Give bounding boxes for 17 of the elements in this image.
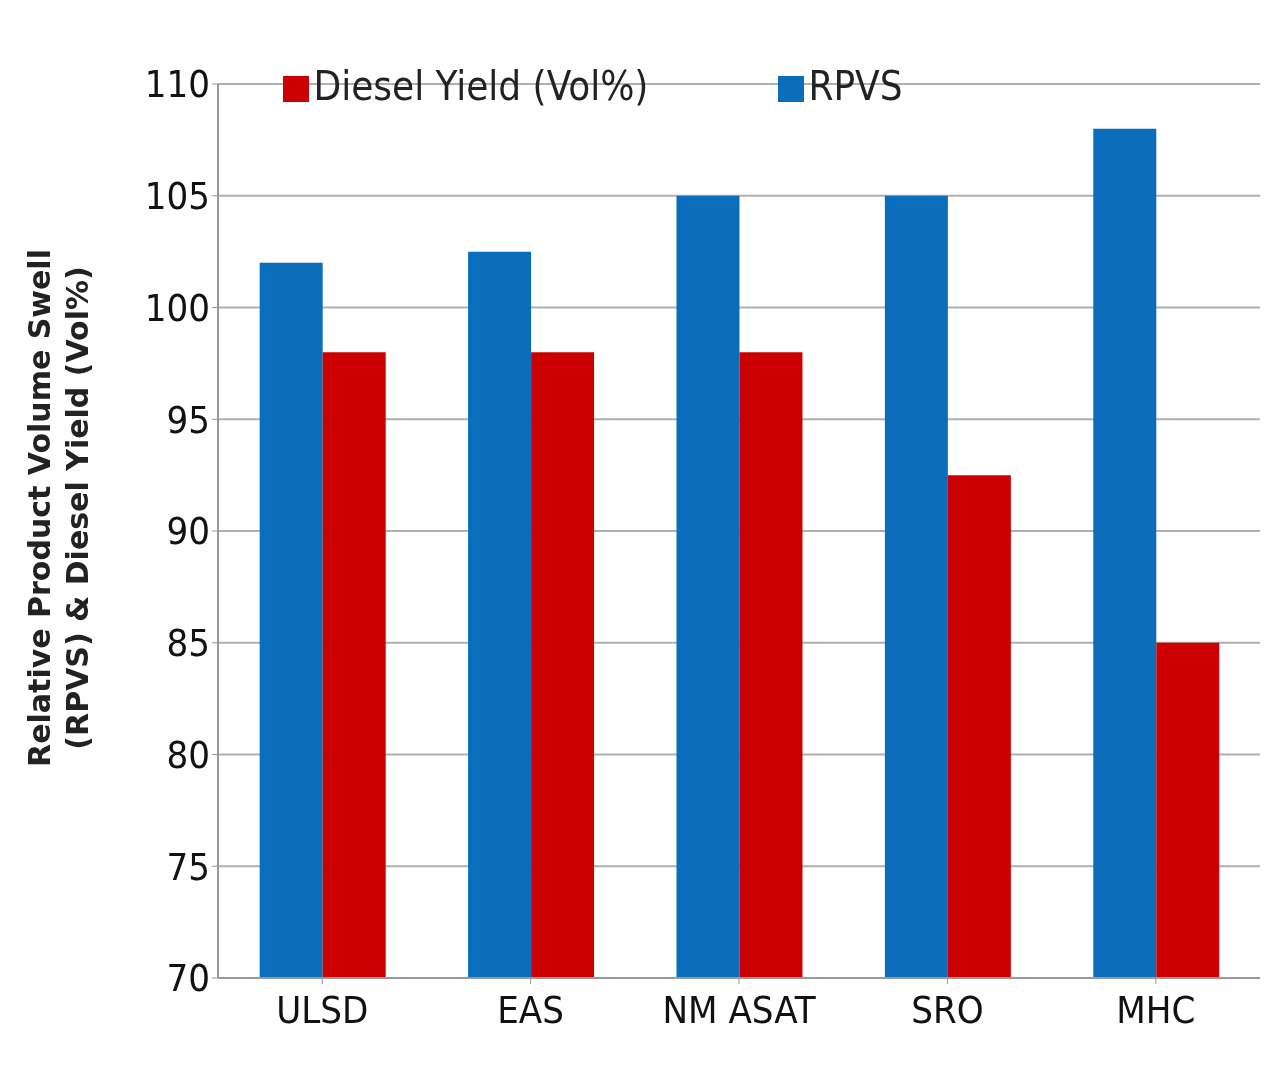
y-tick-label: 105 [144,174,210,219]
y-tick-label: 100 [144,285,210,330]
y-tick-label: 90 [166,509,210,554]
y-tick-label: 110 [144,62,210,107]
y-tick-label: 80 [166,732,210,777]
y-axis-title: Relative Product Volume Swell (RPVS) & Diesel Yield (Vol%) [22,249,95,767]
y-tick-label: 70 [166,956,210,1001]
x-tick-label: ULSD [276,987,369,1032]
y-tick-label: 85 [166,621,210,666]
x-tick-label: NM ASAT [662,987,816,1032]
x-tick-label: SRO [911,987,984,1032]
x-tick-label: EAS [497,987,564,1032]
y-tick-label: 95 [166,397,210,442]
legend-label: RPVS [808,63,903,109]
x-tick-label: MHC [1116,987,1196,1032]
y-tick-label: 75 [166,844,210,889]
legend-label: Diesel Yield (Vol%) [313,63,649,109]
